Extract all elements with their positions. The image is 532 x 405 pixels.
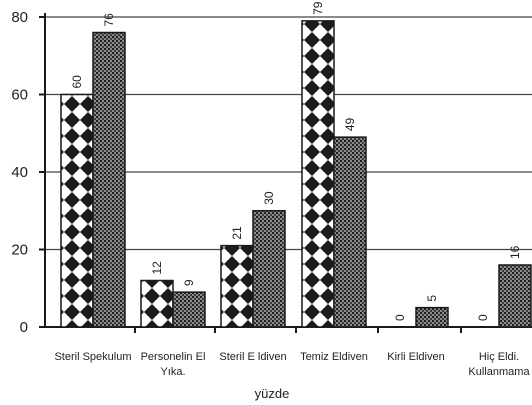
category-label: Temiz Eldiven bbox=[300, 351, 368, 363]
data-label: 0 bbox=[476, 314, 490, 321]
labels: 0 20 40 60 80 60 76 Steril Spekulum 12 9 Personeli… bbox=[11, 1, 530, 378]
data-label: 30 bbox=[262, 191, 276, 205]
bar bbox=[333, 136, 367, 328]
data-label: 49 bbox=[343, 117, 357, 131]
bar bbox=[172, 291, 206, 328]
bar bbox=[60, 93, 94, 328]
data-label: 5 bbox=[425, 295, 439, 302]
y-tick-label: 40 bbox=[11, 164, 28, 181]
category-label: Yıka. bbox=[160, 366, 185, 378]
y-tick-label: 60 bbox=[11, 87, 28, 104]
y-tick-label: 20 bbox=[11, 242, 28, 259]
data-label: 79 bbox=[311, 1, 325, 15]
data-label: 16 bbox=[508, 245, 522, 259]
category-label: Steril Spekulum bbox=[54, 351, 131, 363]
data-label: 0 bbox=[393, 314, 407, 321]
bar bbox=[252, 210, 286, 328]
data-label: 60 bbox=[70, 75, 84, 89]
data-label: 76 bbox=[102, 13, 116, 27]
data-label: 21 bbox=[230, 226, 244, 240]
bar bbox=[220, 244, 254, 328]
bar bbox=[92, 31, 126, 328]
category-label: Steril E ldiven bbox=[219, 351, 286, 363]
bars bbox=[60, 20, 532, 328]
category-label: Kullanmama bbox=[468, 366, 530, 378]
data-label: 12 bbox=[150, 261, 164, 275]
bar bbox=[140, 279, 174, 328]
category-label: Kirli Eldiven bbox=[387, 351, 444, 363]
bar bbox=[415, 306, 449, 328]
category-label: Personelin El bbox=[141, 351, 206, 363]
category-label: Hiç Eldi. bbox=[479, 351, 519, 363]
data-label: 9 bbox=[182, 279, 196, 286]
y-tick-label: 0 bbox=[20, 319, 28, 336]
x-axis-title: yüzde bbox=[255, 386, 290, 401]
y-tick-label: 80 bbox=[11, 9, 28, 26]
gridlines bbox=[45, 16, 532, 251]
bar bbox=[498, 264, 532, 328]
bar bbox=[301, 20, 335, 328]
